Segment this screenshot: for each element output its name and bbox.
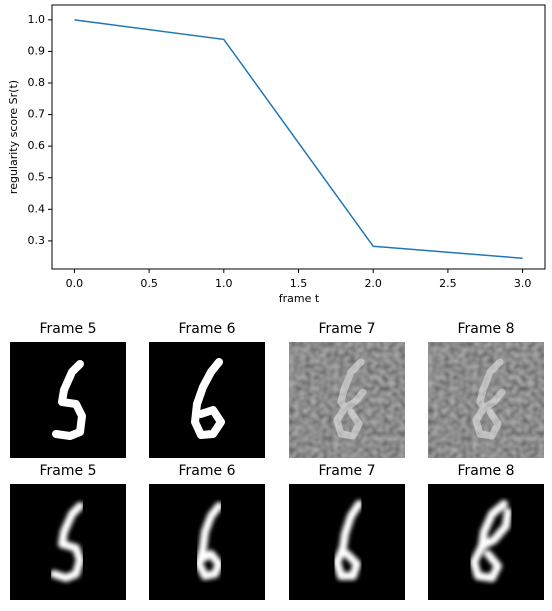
frame-image (10, 342, 126, 458)
digit-stroke (50, 502, 84, 582)
digit-stroke (472, 358, 506, 440)
x-tick-label: 3.0 (514, 277, 532, 290)
panel-title: Frame 6 (179, 463, 236, 479)
frame-image (149, 484, 265, 600)
x-axis-label: frame t (279, 292, 320, 305)
digit-stroke (191, 358, 225, 439)
y-tick-label: 0.6 (28, 139, 46, 152)
panel-title: Frame 7 (319, 321, 376, 337)
panel-title: Frame 8 (458, 321, 515, 337)
image-background (149, 342, 265, 458)
x-tick-label: 1.0 (215, 277, 233, 290)
line-series (74, 19, 523, 260)
panel-title: Frame 7 (319, 463, 376, 479)
x-tick-label: 2.0 (364, 277, 382, 290)
frame-image (428, 484, 544, 600)
panel-title: Frame 5 (40, 321, 97, 337)
digit-stroke (195, 502, 223, 580)
frame-image (149, 342, 265, 458)
x-tick-label: 0.0 (66, 277, 84, 290)
frame-image (289, 484, 405, 600)
plot-frame (51, 4, 546, 270)
y-tick-label: 0.3 (28, 234, 46, 247)
frame-image (289, 342, 405, 458)
x-tick-label: 2.5 (439, 277, 457, 290)
y-tick-label: 0.8 (28, 76, 46, 89)
y-tick-label: 1.0 (28, 13, 46, 26)
x-tick-label: 0.5 (140, 277, 158, 290)
y-tick-label: 0.7 (28, 108, 46, 121)
digit-stroke (333, 358, 367, 440)
y-tick-label: 0.9 (28, 44, 46, 57)
frame-image (10, 484, 126, 600)
y-tick-label: 0.4 (28, 202, 46, 215)
digit-stroke (470, 500, 512, 582)
image-noise (289, 342, 405, 458)
y-axis-label: regularity score Sr(t) (7, 80, 20, 194)
panel-title: Frame 6 (179, 321, 236, 337)
digit-stroke (52, 360, 86, 440)
panel-title: Frame 8 (458, 463, 515, 479)
x-tick-label: 1.5 (290, 277, 308, 290)
frame-image (428, 342, 544, 458)
y-tick-label: 0.5 (28, 171, 46, 184)
image-noise (428, 342, 544, 458)
panel-title: Frame 5 (40, 463, 97, 479)
digit-stroke (333, 500, 363, 580)
